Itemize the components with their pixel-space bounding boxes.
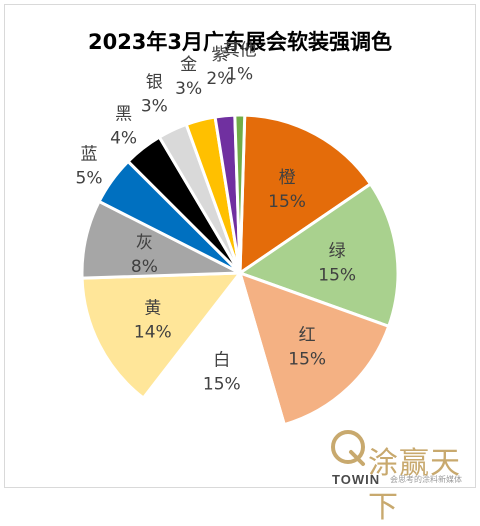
slice-category-label: 金	[180, 55, 197, 75]
watermark-q-icon	[331, 430, 365, 466]
slice-value-label: 14%	[134, 323, 172, 343]
slice-category-label: 黄	[144, 299, 161, 319]
slice-value-label: 15%	[203, 374, 241, 394]
slice-category-label: 白	[213, 350, 230, 370]
chart-title: 2023年3月广东展会软装强调色	[87, 30, 393, 54]
slice-category-label: 橙	[279, 168, 296, 188]
slice-category-label: 紫	[211, 45, 228, 65]
slice-category-label: 银	[146, 73, 163, 93]
pie-chart: 橙 15% 绿 15% 红 15% 白 15% 黄 14% 灰 8% 蓝 5% 黑 4% 银 3% 金 3% 紫 2% 其他…	[75, 40, 400, 433]
pie-slice-4	[141, 269, 287, 433]
watermark-slogan: 会思考的涂料新媒体	[390, 475, 462, 484]
slice-category-label: 灰	[136, 233, 153, 253]
watermark-logo	[329, 428, 459, 488]
pie-slice-1	[238, 113, 373, 276]
pie-slice-12	[233, 113, 247, 274]
pie-slice-3	[237, 270, 391, 427]
slice-category-label: 红	[299, 325, 316, 345]
slice-value-label: 4%	[110, 128, 137, 148]
slice-value-label: 3%	[175, 79, 202, 99]
slice-value-label: 8%	[131, 257, 158, 277]
slice-category-label: 黑	[115, 104, 132, 124]
pie-slice-5	[80, 271, 244, 401]
slice-value-label: 15%	[318, 266, 356, 286]
slice-value-label: 15%	[288, 349, 326, 369]
slice-value-label: 1%	[226, 65, 253, 85]
watermark-brand: TOWIN	[332, 472, 381, 487]
pie-slice-2	[236, 181, 400, 329]
slice-category-label: 绿	[329, 242, 346, 262]
slice-value-label: 3%	[141, 97, 168, 117]
slice-value-label: 5%	[76, 169, 103, 189]
slice-category-label: 其他	[223, 41, 257, 61]
chart-frame	[4, 4, 476, 488]
slice-value-label: 2%	[206, 69, 233, 89]
slice-category-label: 蓝	[81, 145, 98, 165]
slice-value-label: 15%	[268, 192, 306, 212]
